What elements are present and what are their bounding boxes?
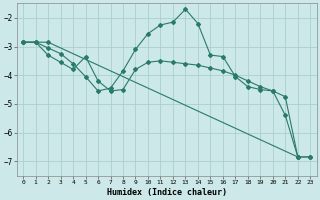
X-axis label: Humidex (Indice chaleur): Humidex (Indice chaleur) xyxy=(107,188,227,197)
